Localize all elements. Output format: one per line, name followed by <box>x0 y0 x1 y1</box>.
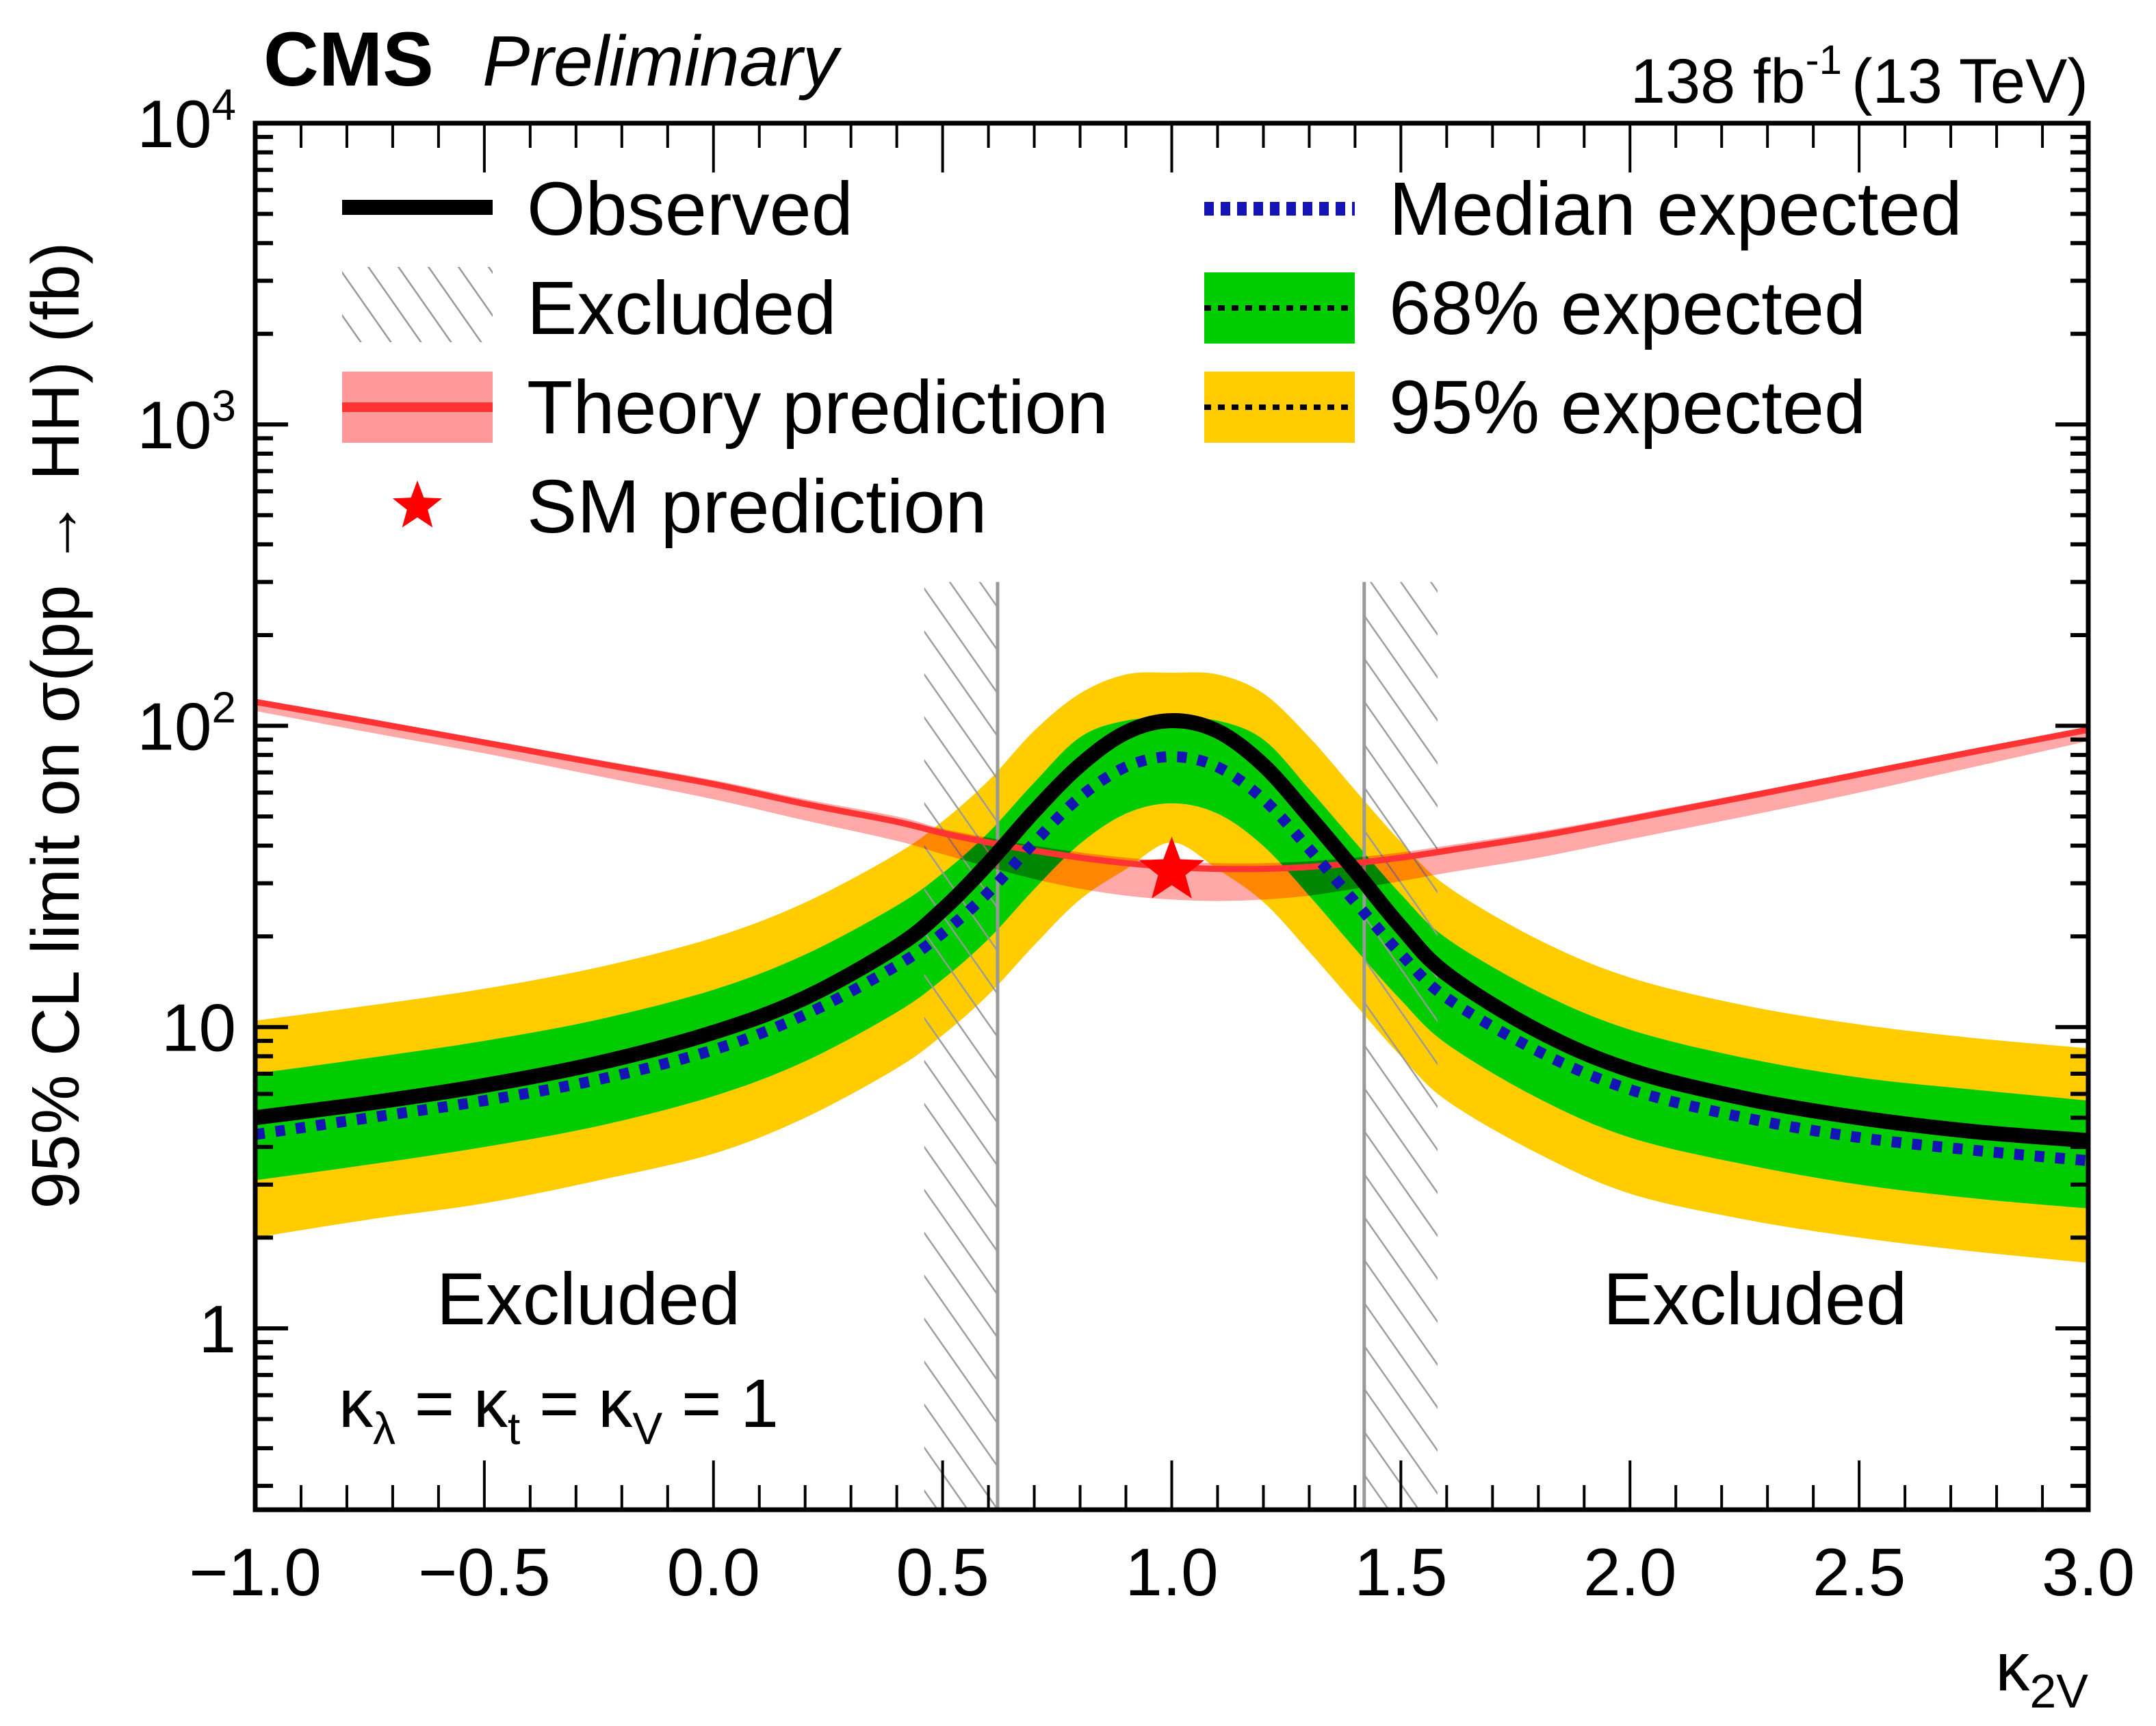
legend-entry-observed: Observed <box>342 167 853 251</box>
coupling-s1: λ <box>373 1403 395 1454</box>
legend-entry-star: SM prediction <box>392 465 987 549</box>
y-tick-label: 103 <box>137 381 236 463</box>
excluded-label-left: Excluded <box>437 1257 740 1340</box>
coupling-eq1: = <box>395 1365 473 1442</box>
x-tick-label: 3.0 <box>2042 1534 2135 1610</box>
coupling-s3: V <box>632 1403 662 1454</box>
x-tick-label: −1.0 <box>189 1534 321 1610</box>
y-axis-label: 95% CL limit on σ(pp → HH) (fb) <box>18 242 93 1209</box>
x-tick-label: −0.5 <box>418 1534 550 1610</box>
legend-key-star <box>392 480 443 528</box>
experiment-label: CMS <box>263 16 434 102</box>
legend-label: Excluded <box>527 266 837 350</box>
lumi-label: 138 fb-1 (13 TeV) <box>1631 37 2088 116</box>
x-tick-label: 0.0 <box>667 1534 760 1610</box>
coupling-eq3: = 1 <box>662 1365 779 1442</box>
y-tick-base: 10 <box>137 387 211 463</box>
sm-prediction-star <box>1139 836 1205 899</box>
band-68-expected <box>255 718 2088 1209</box>
y-tick-label: 1 <box>198 1291 236 1367</box>
x-axis-label-sub: 2V <box>2029 1664 2088 1718</box>
x-axis-label-kappa: κ <box>1995 1629 2030 1705</box>
axes: −1.0 −0.5 0.0 0.5 1.0 1.5 2.0 2.5 3.011010210310… <box>137 80 2135 1610</box>
median-expected-line <box>255 751 2088 1166</box>
legend-label: Median expected <box>1389 167 1962 251</box>
legend-entry-hatch: Excluded <box>342 266 837 350</box>
legend-label: 95% expected <box>1389 365 1866 450</box>
y-tick-label: 10 <box>161 990 236 1066</box>
legend-label: 68% expected <box>1389 266 1866 350</box>
legend-entry-theory: Theory prediction <box>342 365 1108 450</box>
lumi-exponent: -1 <box>1806 37 1842 83</box>
x-tick-label: 2.0 <box>1583 1534 1676 1610</box>
y-tick-base: 10 <box>137 86 211 162</box>
y-tick-base: 10 <box>137 688 211 764</box>
coupling-k2: κ <box>473 1365 508 1442</box>
legend-entry-band68: 68% expected <box>1204 266 1866 350</box>
energy-value: (13 TeV) <box>1852 47 2088 116</box>
y-tick-label: 102 <box>137 682 236 764</box>
x-tick-label: 0.5 <box>896 1534 989 1610</box>
coupling-s2: t <box>508 1403 520 1454</box>
legend-key-hatch <box>342 267 493 342</box>
excluded-hatch-right <box>1364 582 1438 1510</box>
y-tick-base: 10 <box>161 990 236 1066</box>
legend: Observed Median expected Excluded 68% expec… <box>342 167 1962 549</box>
x-tick-label: 1.5 <box>1354 1534 1447 1610</box>
status-label: Preliminary <box>482 22 842 101</box>
coupling-k3: κ <box>598 1365 633 1442</box>
legend-entry-band95: 95% expected <box>1204 365 1866 450</box>
y-tick-exponent: 3 <box>211 381 236 430</box>
coupling-k1: κ <box>339 1365 374 1442</box>
y-tick-exponent: 4 <box>211 80 236 129</box>
y-tick-exponent: 2 <box>211 682 236 732</box>
coupling-condition-label: κλ = κt = κV = 1 <box>339 1365 779 1454</box>
legend-entry-expected: Median expected <box>1204 167 1962 251</box>
x-axis-label: κ2V <box>1995 1629 2088 1718</box>
coupling-eq2: = <box>520 1365 598 1442</box>
x-tick-label: 2.5 <box>1813 1534 1906 1610</box>
x-tick-label: 1.0 <box>1125 1534 1218 1610</box>
plot-area <box>255 582 2088 1510</box>
legend-key-theory-line <box>342 402 493 412</box>
excluded-hatch-left <box>924 582 998 1510</box>
legend-key-observed <box>342 200 493 215</box>
lumi-value: 138 fb <box>1631 47 1806 116</box>
y-tick-label: 104 <box>137 80 236 162</box>
observed-line <box>255 712 2088 1148</box>
y-tick-base: 1 <box>198 1291 236 1367</box>
legend-label: Observed <box>527 167 853 251</box>
legend-label: SM prediction <box>527 465 987 549</box>
excluded-label-right: Excluded <box>1603 1257 1907 1340</box>
legend-label: Theory prediction <box>527 365 1108 450</box>
